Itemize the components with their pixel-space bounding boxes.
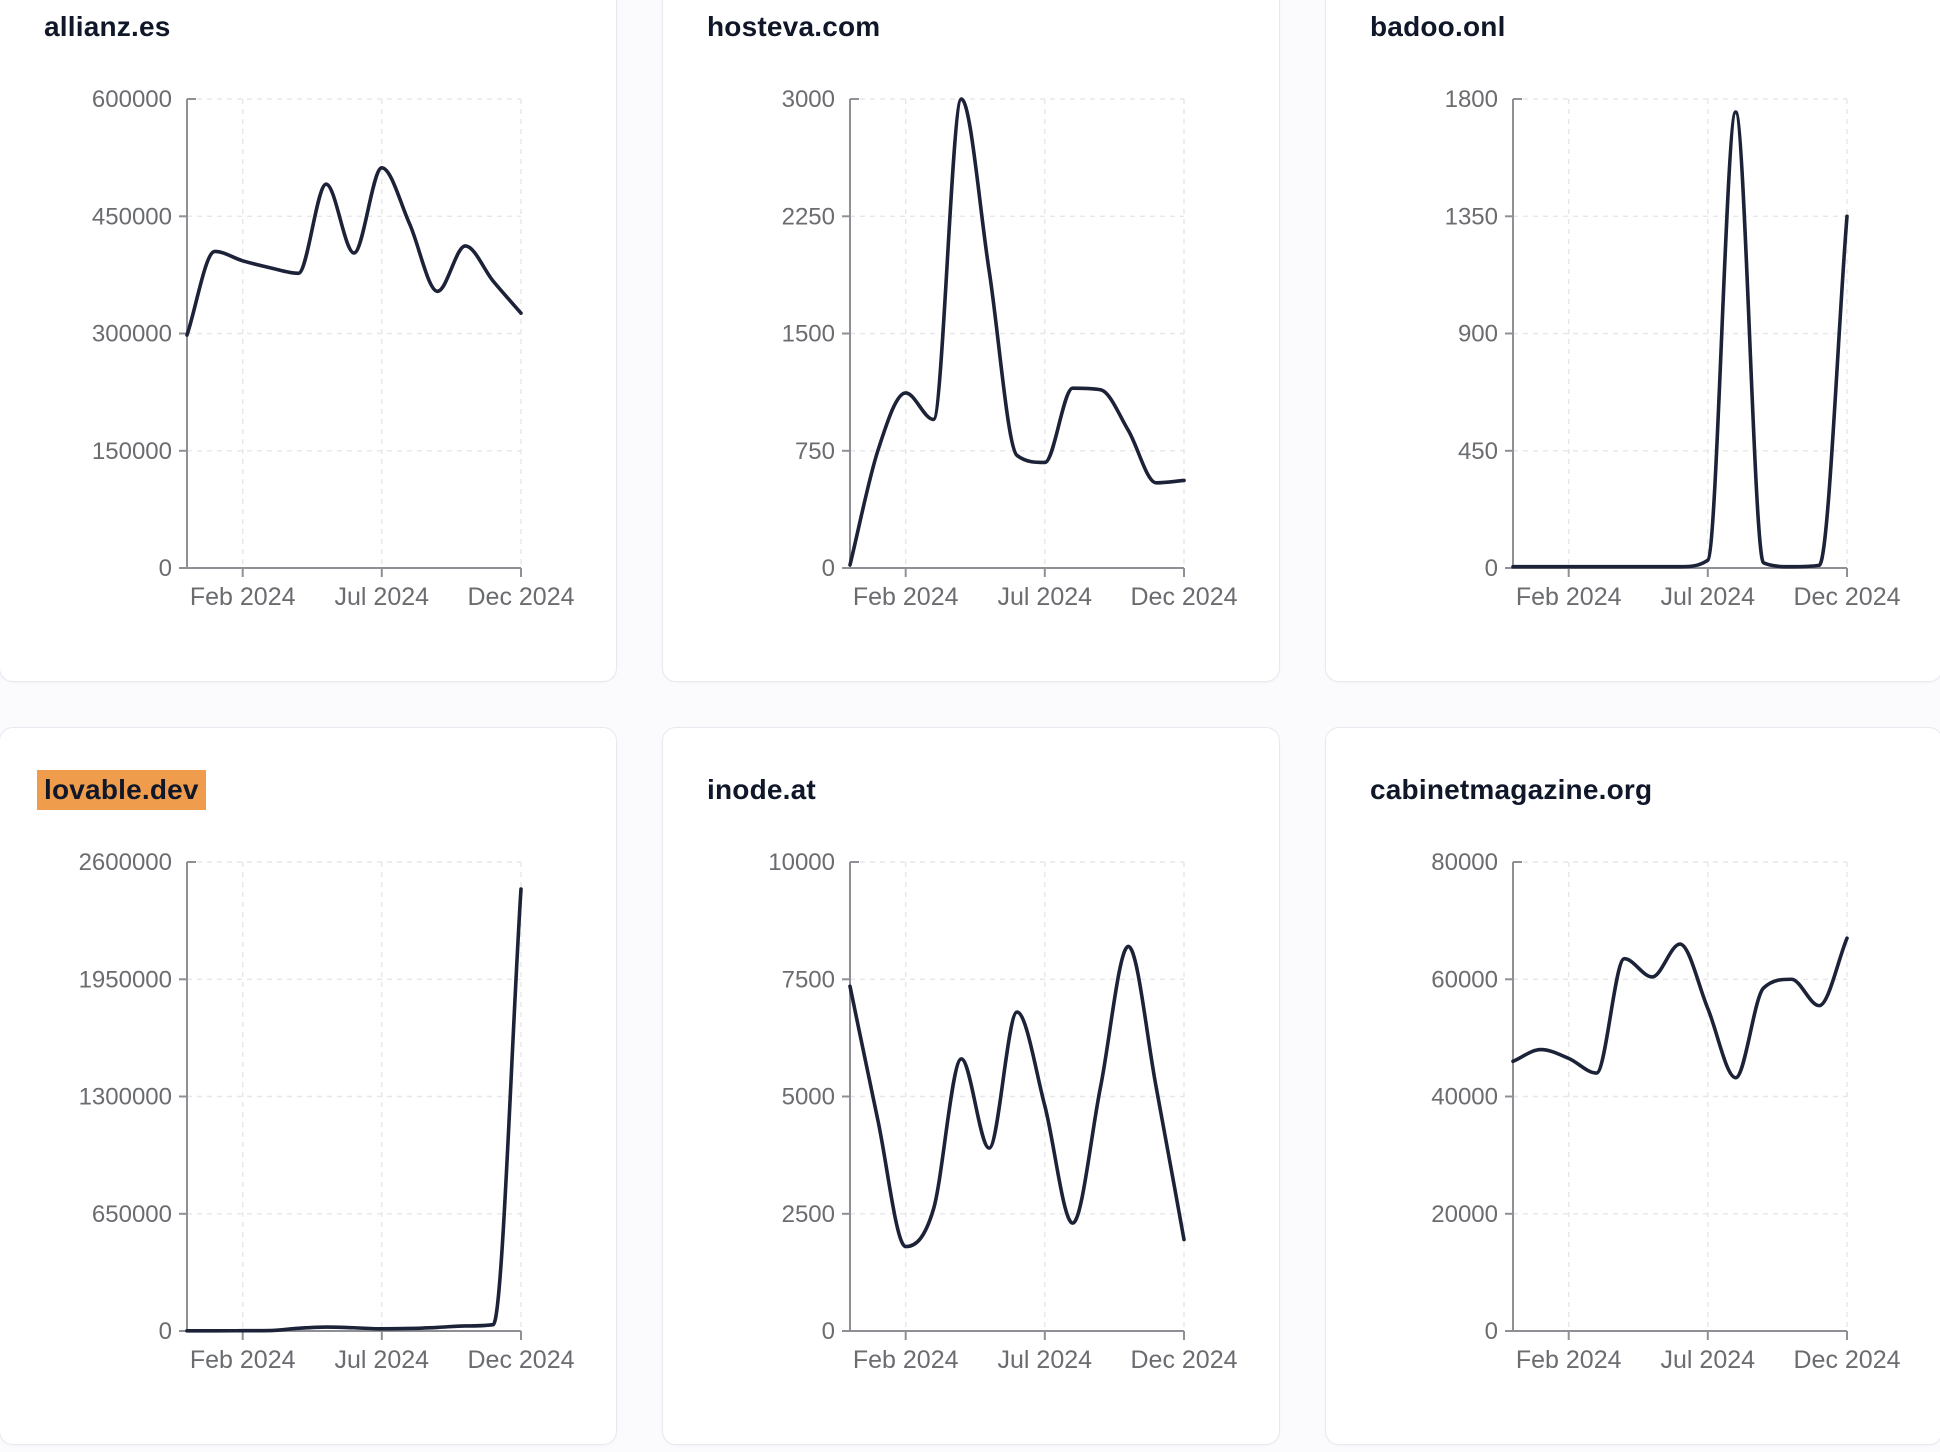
x-axis-tick-label: Jul 2024 (1661, 583, 1756, 611)
traffic-line-series (185, 887, 523, 1333)
x-axis-tick-label: Feb 2024 (1516, 1346, 1622, 1374)
x-axis-tick-label: Feb 2024 (853, 1346, 959, 1374)
traffic-line-series (848, 97, 1186, 567)
x-axis-tick-label: Dec 2024 (467, 583, 574, 611)
y-axis-tick-label: 40000 (1431, 1084, 1498, 1111)
x-axis-tick-label: Feb 2024 (1516, 583, 1622, 611)
y-axis-tick-label: 450 (1458, 438, 1498, 465)
y-axis-tick-label: 0 (1485, 555, 1498, 582)
y-axis-tick-label: 750 (795, 438, 835, 465)
y-axis-tick-label: 150000 (92, 438, 172, 465)
traffic-line-series (185, 165, 523, 337)
x-axis-tick-label: Dec 2024 (1793, 1346, 1900, 1374)
domain-title-text: cabinetmagazine.org (1370, 774, 1653, 805)
y-axis-tick-label: 1950000 (79, 966, 172, 993)
domain-title-text: lovable.dev (37, 770, 206, 810)
domain-card[interactable]: inode.at 0 2500 5000 7500 10000 Feb 2024 Jul 2… (662, 727, 1280, 1445)
domain-title: cabinetmagazine.org (1370, 774, 1652, 806)
domain-card[interactable]: allianz.es 0 150000 300000 450000 600000 Feb … (0, 0, 617, 682)
x-axis-tick-label: Feb 2024 (190, 583, 296, 611)
y-axis-tick-label: 60000 (1431, 966, 1498, 993)
x-axis-tick-label: Jul 2024 (1661, 1346, 1756, 1374)
y-axis-tick-label: 2250 (782, 203, 835, 230)
domain-card[interactable]: hosteva.com 0 750 1500 2250 3000 Feb 2024 Jul … (662, 0, 1280, 682)
traffic-line-series (1511, 110, 1849, 569)
y-axis-tick-label: 1300000 (79, 1084, 172, 1111)
domain-title: inode.at (707, 774, 816, 806)
domain-card[interactable]: lovable.dev 0 650000 1300000 1950000 2600000… (0, 727, 617, 1445)
y-axis-tick-label: 1800 (1445, 86, 1498, 113)
traffic-sparkline-chart: 0 450 900 1350 1800 Feb 2024 Jul 2024 Dec 2024 (1445, 86, 1901, 611)
y-axis-tick-label: 0 (1485, 1318, 1498, 1345)
y-axis-tick-label: 0 (822, 555, 835, 582)
y-axis-tick-label: 0 (159, 555, 172, 582)
y-axis-tick-label: 5000 (782, 1084, 835, 1111)
y-axis-tick-label: 450000 (92, 203, 172, 230)
traffic-sparkline-chart: 0 20000 40000 60000 80000 Feb 2024 Jul 2024 Dec… (1431, 849, 1900, 1374)
y-axis-tick-label: 650000 (92, 1201, 172, 1228)
x-axis-tick-label: Feb 2024 (853, 583, 959, 611)
x-axis-tick-label: Feb 2024 (190, 1346, 296, 1374)
y-axis-tick-label: 3000 (782, 86, 835, 113)
domain-title-text: allianz.es (44, 11, 171, 42)
y-axis-tick-label: 2600000 (79, 849, 172, 876)
y-axis-tick-label: 80000 (1431, 849, 1498, 876)
x-axis-tick-label: Jul 2024 (998, 583, 1093, 611)
y-axis-tick-label: 0 (822, 1318, 835, 1345)
domain-title-text: inode.at (707, 774, 816, 805)
traffic-sparkline-chart: 0 750 1500 2250 3000 Feb 2024 Jul 2024 Dec 2024 (782, 86, 1238, 611)
y-axis-tick-label: 900 (1458, 321, 1498, 348)
traffic-sparkline-chart: 0 2500 5000 7500 10000 Feb 2024 Jul 2024 Dec 20… (768, 849, 1237, 1374)
domain-card[interactable]: cabinetmagazine.org 0 20000 40000 60000 8000… (1325, 727, 1940, 1445)
domain-card[interactable]: badoo.onl 0 450 900 1350 1800 Feb 2024 Jul 202… (1325, 0, 1940, 682)
domain-title: hosteva.com (707, 11, 880, 43)
x-axis-tick-label: Jul 2024 (335, 1346, 430, 1374)
domain-title-text: hosteva.com (707, 11, 881, 42)
y-axis-tick-label: 600000 (92, 86, 172, 113)
traffic-line-series (1511, 936, 1849, 1080)
traffic-sparkline-chart: 0 650000 1300000 1950000 2600000 Feb 2024 Jul … (79, 849, 575, 1374)
domain-title: lovable.dev (37, 770, 206, 810)
domain-title-text: badoo.onl (1370, 11, 1506, 42)
y-axis-tick-label: 1500 (782, 321, 835, 348)
y-axis-tick-label: 20000 (1431, 1201, 1498, 1228)
y-axis-tick-label: 2500 (782, 1201, 835, 1228)
domain-title: badoo.onl (1370, 11, 1506, 43)
domain-title: allianz.es (44, 11, 171, 43)
y-axis-tick-label: 300000 (92, 321, 172, 348)
traffic-line-series (848, 944, 1186, 1249)
x-axis-tick-label: Jul 2024 (335, 583, 430, 611)
x-axis-tick-label: Dec 2024 (1793, 583, 1900, 611)
x-axis-tick-label: Jul 2024 (998, 1346, 1093, 1374)
traffic-sparkline-chart: 0 150000 300000 450000 600000 Feb 2024 Jul 202… (92, 86, 575, 611)
x-axis-tick-label: Dec 2024 (1130, 583, 1237, 611)
y-axis-tick-label: 7500 (782, 966, 835, 993)
x-axis-tick-label: Dec 2024 (467, 1346, 574, 1374)
y-axis-tick-label: 0 (159, 1318, 172, 1345)
x-axis-tick-label: Dec 2024 (1130, 1346, 1237, 1374)
y-axis-tick-label: 10000 (768, 849, 835, 876)
y-axis-tick-label: 1350 (1445, 203, 1498, 230)
